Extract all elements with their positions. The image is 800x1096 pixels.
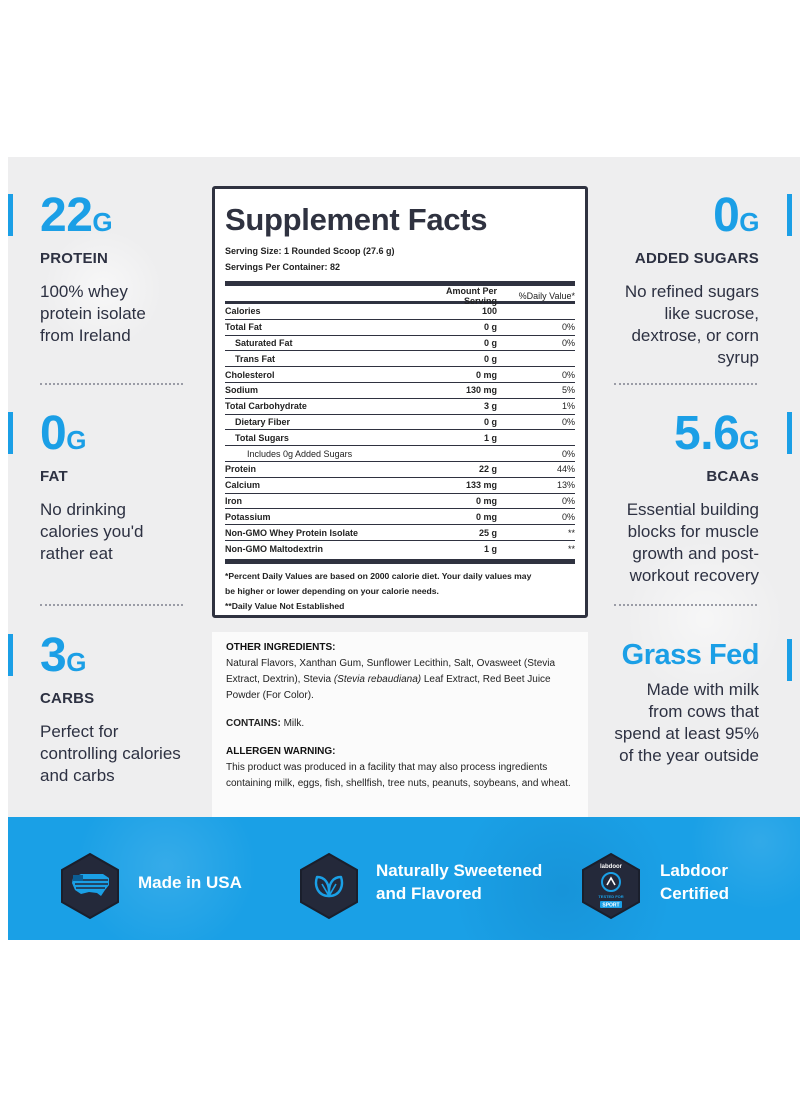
stat-description: Essential building blocks for muscle growt… bbox=[626, 500, 759, 585]
facts-title: Supplement Facts bbox=[225, 202, 488, 237]
facts-row: Potassium 0 mg 0% bbox=[225, 509, 575, 526]
divider bbox=[40, 383, 183, 385]
seal-tested-for: TESTED FOR bbox=[598, 894, 623, 899]
accent-bar bbox=[787, 194, 792, 236]
stat-label: ADDED SUGARS bbox=[634, 250, 759, 267]
badge-label-usa: Made in USA bbox=[138, 873, 242, 892]
accent-bar bbox=[8, 634, 13, 676]
features-band: Made in USA Naturally Sweetened and Flavo… bbox=[8, 817, 800, 940]
accent-bar bbox=[8, 194, 13, 236]
stat-description: No refined sugars like sucrose, dextrose, … bbox=[624, 282, 759, 367]
facts-row: Dietary Fiber 0 g 0% bbox=[225, 415, 575, 431]
badge-label-sweetened: Naturally Sweetened and Flavored bbox=[376, 861, 543, 903]
divider bbox=[614, 383, 757, 385]
usa-map-icon bbox=[61, 852, 119, 920]
seal-brand: labdoor bbox=[600, 864, 623, 870]
divider bbox=[40, 604, 183, 606]
facts-header: Amount Per Serving %Daily Value* bbox=[225, 286, 575, 306]
stat-description: Perfect for controlling calories and carbs bbox=[40, 722, 181, 785]
stat-value: 5.6G bbox=[674, 407, 759, 460]
contains-text: Milk. bbox=[280, 718, 305, 729]
supplement-facts-panel: Supplement Facts Serving Size: 1 Rounded… bbox=[212, 186, 588, 618]
facts-footnote: *Percent Daily Values are based on 2000 … bbox=[225, 570, 532, 611]
divider bbox=[614, 604, 757, 606]
facts-row: Total Sugars 1 g bbox=[225, 430, 575, 447]
stat-fat: 0G FAT No drinking calories you'd rather e… bbox=[8, 410, 208, 565]
stat-value: 0G bbox=[713, 189, 759, 242]
stat-added-sugars: 0G ADDED SUGARS No refined sugars like su… bbox=[592, 192, 792, 369]
other-ingredients-heading: OTHER INGREDIENTS: bbox=[226, 642, 336, 653]
rule-thick bbox=[225, 558, 575, 564]
other-ingredients-text: Natural Flavors, Xanthan Gum, Sunflower … bbox=[226, 658, 556, 701]
facts-row: Iron 0 mg 0% bbox=[225, 494, 575, 510]
rule-medium bbox=[225, 301, 575, 304]
stat-protein: 22G PROTEIN 100% whey protein isolate from… bbox=[8, 192, 208, 347]
stat-bcaas: 5.6G BCAAs Essential building blocks for … bbox=[592, 410, 792, 587]
stat-label: PROTEIN bbox=[40, 250, 109, 267]
stat-carbs: 3G CARBS Perfect for controlling calories… bbox=[8, 632, 208, 787]
stat-description: No drinking calories you'd rather eat bbox=[40, 500, 144, 563]
facts-row: Total Carbohydrate 3 g 1% bbox=[225, 399, 575, 415]
facts-row: Protein 22 g 44% bbox=[225, 462, 575, 478]
labdoor-seal-icon: labdoor TESTED FOR SPORT bbox=[582, 852, 640, 920]
allergen-heading: ALLERGEN WARNING: bbox=[226, 746, 336, 757]
contains: CONTAINS: Milk. bbox=[226, 716, 574, 732]
stat-value: 22G bbox=[40, 189, 113, 242]
stat-label: FAT bbox=[40, 468, 68, 485]
accent-bar bbox=[787, 639, 792, 681]
allergen-warning: ALLERGEN WARNING: This product was produ… bbox=[226, 744, 574, 792]
amount-header: Amount Per Serving bbox=[445, 286, 497, 306]
facts-row: Calories 100 bbox=[225, 304, 575, 320]
badge-label-labdoor: Labdoor Certified bbox=[660, 861, 729, 903]
facts-row: Non-GMO Whey Protein Isolate 25 g ** bbox=[225, 525, 575, 541]
stat-value: 3G bbox=[40, 629, 86, 682]
stat-description: Made with milk from cows that spend at lea… bbox=[614, 680, 759, 765]
ingredients-section: OTHER INGREDIENTS: Natural Flavors, Xant… bbox=[212, 632, 588, 817]
allergen-text: This product was produced in a facility … bbox=[226, 762, 571, 789]
stat-label: CARBS bbox=[40, 690, 95, 707]
servings-per-container: Servings Per Container: 82 bbox=[225, 262, 341, 272]
stat-label: BCAAs bbox=[706, 468, 759, 485]
stat-grass-fed: Grass Fed Made with milk from cows that sp… bbox=[592, 637, 792, 767]
facts-row: Cholesterol 0 mg 0% bbox=[225, 367, 575, 383]
stat-value: 0G bbox=[40, 407, 86, 460]
seal-sport: SPORT bbox=[602, 903, 619, 909]
facts-row: Trans Fat 0 g bbox=[225, 351, 575, 368]
facts-row: Non-GMO Maltodextrin 1 g ** bbox=[225, 543, 575, 554]
daily-value-header: %Daily Value* bbox=[518, 291, 575, 301]
facts-row: Sodium 130 mg 5% bbox=[225, 383, 575, 399]
facts-row: Calcium 133 mg 13% bbox=[225, 478, 575, 494]
leaf-icon bbox=[300, 852, 358, 920]
stat-value: Grass Fed bbox=[621, 639, 760, 671]
serving-size: Serving Size: 1 Rounded Scoop (27.6 g) bbox=[225, 246, 395, 256]
accent-bar bbox=[787, 412, 792, 454]
other-ingredients: OTHER INGREDIENTS: Natural Flavors, Xant… bbox=[226, 640, 574, 704]
stat-description: 100% whey protein isolate from Ireland bbox=[40, 282, 146, 345]
accent-bar bbox=[8, 412, 13, 454]
rule-thick bbox=[225, 281, 575, 286]
contains-heading: CONTAINS: bbox=[226, 718, 281, 729]
facts-row: Total Fat 0 g 0% bbox=[225, 320, 575, 336]
facts-row: Saturated Fat 0 g 0% bbox=[225, 336, 575, 352]
facts-row: Includes 0g Added Sugars 0% bbox=[225, 446, 575, 462]
